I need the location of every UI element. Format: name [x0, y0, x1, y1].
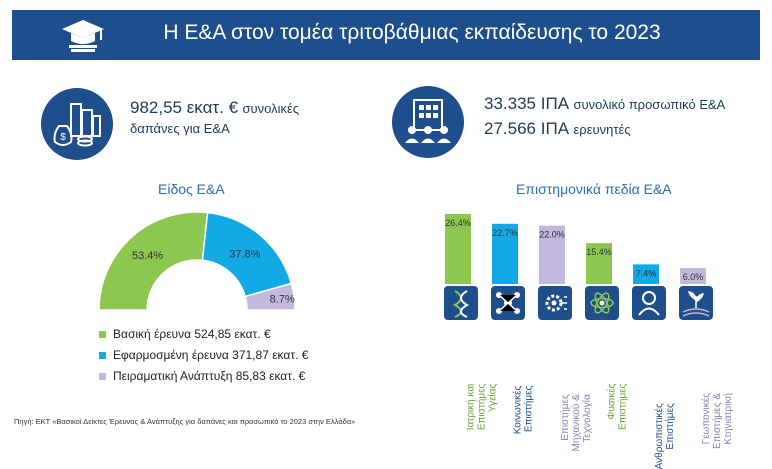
- personnel-circle: [392, 86, 464, 158]
- bar-2: [539, 225, 565, 284]
- donut-legend: Βασική έρευνα 524,85 εκατ. € Εφαρμοσμένη…: [99, 327, 308, 383]
- bar-value-2: 22.0%: [539, 230, 565, 240]
- bar-label-5: Γεωπονικές Επιστήμες & Κτηνιατρική: [639, 337, 734, 449]
- legend-item-basic: Βασική έρευνα 524,85 εκατ. €: [99, 327, 308, 341]
- bar-label-5-text: Γεωπονικές Επιστήμες & Κτηνιατρική: [701, 392, 734, 449]
- bar-value-4: 7.4%: [636, 268, 657, 278]
- donut-label-0: 53.4%: [132, 250, 163, 262]
- donut-slice-0: [98, 211, 209, 311]
- gear-circuit-icon: [538, 286, 572, 320]
- bar-1: [492, 223, 518, 284]
- network-icon: [491, 286, 525, 320]
- money-bag-buildings-icon: $: [53, 103, 101, 147]
- bar-label-4-text: Ανθρωπιστικές Επιστήμες: [654, 403, 676, 469]
- bar-4: [633, 264, 659, 284]
- plant-field-icon: [679, 286, 713, 320]
- expenditure-label-1: συνολικές: [242, 101, 300, 116]
- graduation-cap-icon: [62, 20, 104, 52]
- bar-value-5: 6.0%: [683, 272, 704, 282]
- legend-experimental-text: Πειραματική Ανάπτυξη 85,83 εκατ. €: [113, 369, 306, 383]
- legend-basic-text: Βασική έρευνα 524,85 εκατ. €: [113, 327, 271, 341]
- researchers-label: ερευνητές: [573, 122, 631, 137]
- donut-label-1: 37.8%: [229, 249, 260, 261]
- legend-item-experimental: Πειραματική Ανάπτυξη 85,83 εκατ. €: [99, 369, 308, 383]
- head-person-icon: [632, 286, 666, 320]
- bar-label-2-text: Επιστήμες Μηχανικού & Τεχνολογία: [560, 394, 593, 452]
- researchers-value: 27.566 ΙΠΑ: [484, 119, 570, 138]
- expenditure-circle: $: [41, 88, 113, 160]
- bar-chart: 26.4% 22.7% 22.0% 15.4% 7.4% 6.0%: [445, 214, 706, 284]
- personnel-stat: 33.335 ΙΠΑ συνολικό προσωπικό Ε&Α 27.566…: [484, 94, 725, 139]
- donut-slice-2: [244, 282, 296, 311]
- expenditure-value: 982,55 εκατ. €: [130, 98, 239, 117]
- expenditure-stat: 982,55 εκατ. € συνολικές δαπάνες για Ε&Α: [130, 98, 299, 136]
- page-title: Η Ε&Α στον τομέα τριτοβάθμιας εκπαίδευση…: [163, 21, 661, 44]
- donut-title: Είδος Ε&Α: [158, 181, 225, 197]
- bars-title: Επιστημονικά πεδία Ε&Α: [516, 181, 672, 197]
- dna-icon: [444, 286, 478, 320]
- atom-icon: [585, 286, 619, 320]
- source-note: Πηγή: ΕΚΤ «Βασικοί Δείκτες Έρευνας & Ανά…: [14, 417, 356, 426]
- personnel-label: συνολικό προσωπικό Ε&Α: [573, 97, 726, 112]
- bar-value-1: 22.7%: [492, 228, 518, 238]
- bar-5: [680, 268, 706, 284]
- bar-3: [586, 243, 612, 284]
- legend-item-applied: Εφαρμοσμένη έρευνα 371,87 εκατ. €: [99, 348, 308, 362]
- donut-label-2: 8.7%: [270, 293, 295, 305]
- bar-value-3: 15.4%: [586, 247, 612, 257]
- svg-text:$: $: [60, 132, 66, 143]
- personnel-value: 33.335 ΙΠΑ: [484, 94, 570, 113]
- bar-value-0: 26.4%: [445, 218, 471, 228]
- legend-applied-text: Εφαρμοσμένη έρευνα 371,87 εκατ. €: [113, 348, 309, 362]
- header-banner: Η Ε&Α στον τομέα τριτοβάθμιας εκπαίδευση…: [12, 10, 760, 60]
- donut-chart: 53.4% 37.8% 8.7%: [98, 211, 296, 311]
- bar-0: [445, 214, 471, 284]
- expenditure-label-2: δαπάνες για Ε&Α: [130, 121, 230, 136]
- building-people-icon: [405, 99, 451, 143]
